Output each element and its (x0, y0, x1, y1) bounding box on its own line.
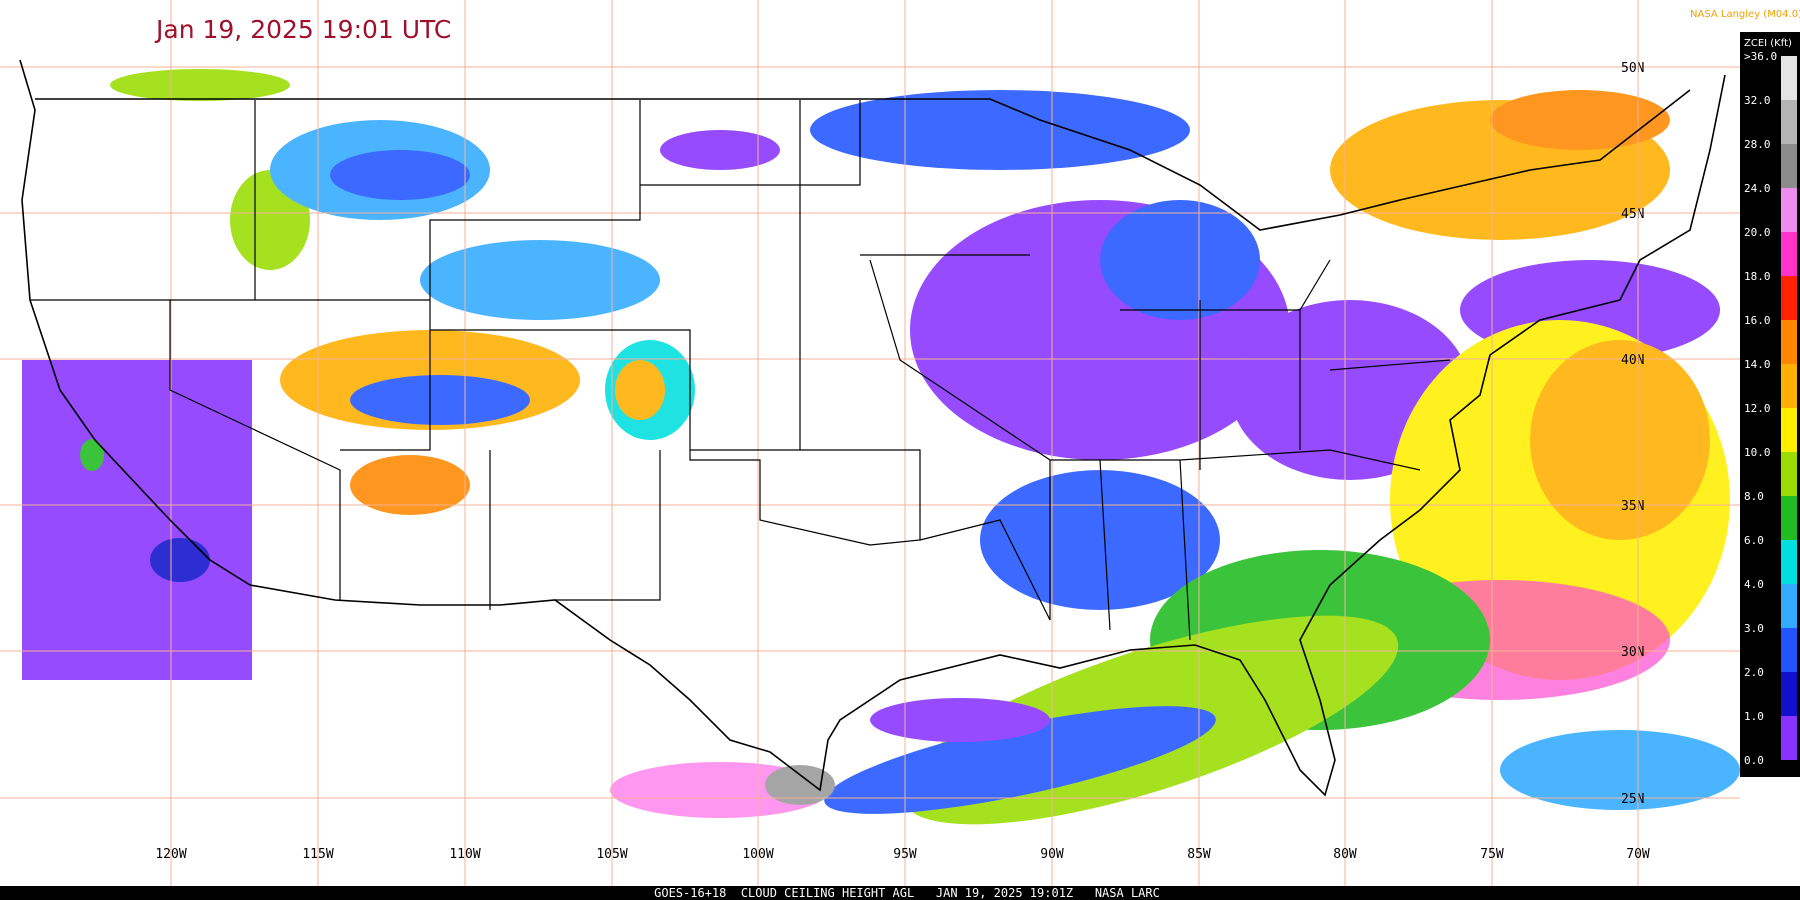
legend-swatch (1781, 232, 1797, 276)
coastline (19, 59, 1726, 797)
cloud (350, 375, 530, 425)
cloud (660, 130, 780, 170)
cloud (765, 765, 835, 805)
legend-swatch (1781, 628, 1797, 672)
legend-label: 2.0 (1744, 666, 1764, 679)
northern-border (35, 89, 1691, 231)
latitude-label: 50N (1621, 61, 1644, 76)
legend-swatch (1781, 188, 1797, 232)
legend-label: 8.0 (1744, 490, 1764, 503)
legend: >36.0 32.0 28.0 24.0 20.0 18.0 16.0 14.0 12.0 10.… (1744, 50, 1797, 767)
cloud (870, 698, 1050, 742)
longitude-label: 70W (1626, 847, 1650, 862)
latitude-label: 25N (1621, 792, 1644, 807)
cloud (22, 360, 252, 680)
latitude-label: 35N (1621, 499, 1644, 514)
boundaries (19, 59, 1726, 797)
footer: GOES-16+18 CLOUD CEILING HEIGHT AGL JAN … (654, 886, 1160, 900)
legend-label: 32.0 (1744, 94, 1771, 107)
longitude-label: 85W (1187, 847, 1211, 862)
legend-label: 6.0 (1744, 534, 1764, 547)
legend-swatch (1781, 540, 1797, 584)
cloud (110, 69, 290, 101)
timestamp: Jan 19, 2025 19:01 UTC (154, 15, 451, 44)
latitude-label: 45N (1621, 207, 1644, 222)
cloud (615, 360, 665, 420)
cloud (810, 90, 1190, 170)
cloud (824, 706, 1216, 814)
longitude-label: 95W (893, 847, 917, 862)
longitude-label: 75W (1480, 847, 1504, 862)
latitude-label: 40N (1621, 353, 1644, 368)
legend-label: 4.0 (1744, 578, 1764, 591)
state-boundaries (30, 100, 1451, 641)
legend-swatch (1781, 144, 1797, 188)
longitude-label: 115W (302, 847, 333, 862)
cloud (80, 439, 104, 471)
legend-label: 1.0 (1744, 710, 1764, 723)
cloud (1100, 200, 1260, 320)
legend-label: 14.0 (1744, 358, 1771, 371)
legend-title: ZCEI (Kft) (1744, 38, 1792, 49)
legend-label: 20.0 (1744, 226, 1771, 239)
legend-swatch (1781, 364, 1797, 408)
longitude-label: 100W (742, 847, 773, 862)
legend-swatch (1781, 496, 1797, 540)
cloud-field (22, 69, 1740, 825)
legend-label: 12.0 (1744, 402, 1771, 415)
legend-swatch (1781, 408, 1797, 452)
legend-swatch (1781, 584, 1797, 628)
latitude-label: 30N (1621, 645, 1644, 660)
legend-label: 16.0 (1744, 314, 1771, 327)
cloud (330, 150, 470, 200)
legend-swatch (1781, 672, 1797, 716)
cloud (1530, 340, 1710, 540)
cloud (1490, 90, 1670, 150)
legend-label: 0.0 (1744, 754, 1764, 767)
legend-swatch (1781, 100, 1797, 144)
cloud (150, 538, 210, 582)
legend-label: >36.0 (1744, 50, 1777, 63)
legend-swatch (1781, 452, 1797, 496)
legend-label: 18.0 (1744, 270, 1771, 283)
legend-swatch (1781, 716, 1797, 760)
legend-swatch (1781, 320, 1797, 364)
longitude-label: 80W (1333, 847, 1357, 862)
legend-label: 10.0 (1744, 446, 1771, 459)
longitude-label: 90W (1040, 847, 1064, 862)
credit: NASA Langley (M04.0) (1690, 9, 1800, 20)
legend-label: 28.0 (1744, 138, 1771, 151)
longitude-label: 105W (596, 847, 627, 862)
legend-label: 24.0 (1744, 182, 1771, 195)
cloud (1500, 730, 1740, 810)
legend-swatch (1781, 276, 1797, 320)
legend-swatch (1781, 56, 1797, 100)
cloud (420, 240, 660, 320)
graticule: 50N 45N 40N 35N 30N 25N 120W 115W 110W 105W 100W 95… (0, 0, 1740, 886)
legend-label: 3.0 (1744, 622, 1764, 635)
footer-bar (0, 886, 1800, 900)
cloud (350, 455, 470, 515)
longitude-label: 120W (155, 847, 186, 862)
longitude-label: 110W (449, 847, 480, 862)
